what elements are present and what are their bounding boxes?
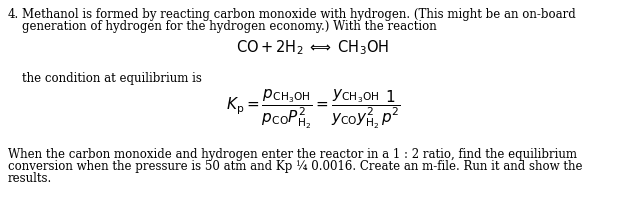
Text: $\mathrm{CO + 2H_2 \;\Longleftrightarrow\; CH_3OH}$: $\mathrm{CO + 2H_2 \;\Longleftrightarrow… [237, 38, 389, 57]
Text: $K_{\mathrm{p}} = \dfrac{p_{\mathrm{CH_3OH}}}{p_{\mathrm{CO}}P^2_{\mathrm{H_2}}}: $K_{\mathrm{p}} = \dfrac{p_{\mathrm{CH_3… [225, 88, 401, 131]
Text: Methanol is formed by reacting carbon monoxide with hydrogen. (This might be an : Methanol is formed by reacting carbon mo… [22, 8, 576, 21]
Text: When the carbon monoxide and hydrogen enter the reactor in a 1 : 2 ratio, find t: When the carbon monoxide and hydrogen en… [8, 148, 577, 161]
Text: the condition at equilibrium is: the condition at equilibrium is [22, 72, 202, 85]
Text: conversion when the pressure is 50 atm and Kp ¼ 0.0016. Create an m-file. Run it: conversion when the pressure is 50 atm a… [8, 160, 583, 173]
Text: 4.: 4. [8, 8, 19, 21]
Text: results.: results. [8, 172, 52, 185]
Text: generation of hydrogen for the hydrogen economy.) With the reaction: generation of hydrogen for the hydrogen … [22, 20, 437, 33]
